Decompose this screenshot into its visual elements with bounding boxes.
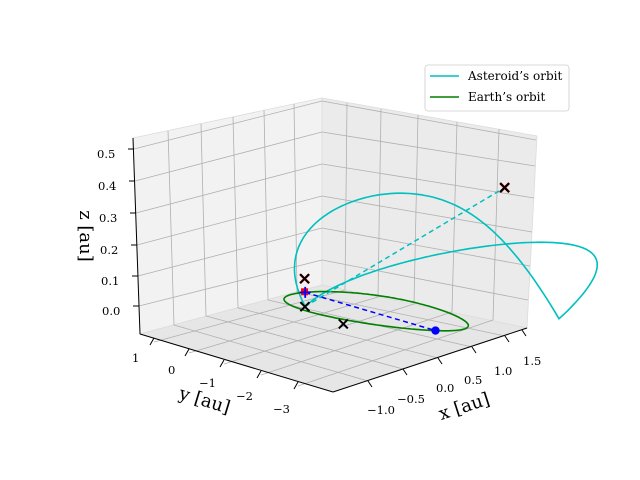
y-tick	[184, 348, 190, 357]
y-tick	[256, 370, 262, 379]
y-tick	[149, 337, 155, 346]
node-cross	[338, 318, 349, 330]
legend-label-earth: Earth’s orbit	[468, 90, 545, 104]
data-layer	[283, 182, 599, 335]
grid-left-h	[133, 100, 323, 150]
grid-left-v	[167, 130, 175, 326]
grid-left-h	[135, 163, 323, 214]
x-tick	[504, 335, 510, 343]
y-tick-labels: 1 0 −1 −2 −3	[132, 351, 290, 416]
grid-floor-x	[205, 315, 404, 370]
z-tick-label: 0.0	[102, 304, 120, 318]
grid-right-h	[321, 131, 536, 167]
earth-orbit-line	[283, 290, 470, 332]
near-node-black-cross	[299, 273, 310, 284]
grid-left-h	[136, 195, 323, 246]
grid-floor-y	[223, 303, 415, 365]
grid-right-v	[492, 128, 500, 321]
x-tick-labels: −1.0 −0.5 0.0 0.5 1.0 1.5	[367, 354, 541, 417]
legend-label-asteroid: Asteroid’s orbit	[467, 69, 562, 83]
aphelion-black-cross	[499, 182, 510, 193]
y-tick-label: −2	[236, 389, 253, 403]
x-tick-label: 0.5	[464, 373, 482, 387]
grid-floor-y	[153, 289, 346, 343]
grid-floor-y	[188, 296, 379, 354]
x-tick-label: 1.0	[494, 364, 512, 378]
x-tick-label: −0.5	[397, 392, 425, 406]
x-tick	[367, 380, 373, 388]
grid-lines	[133, 100, 537, 387]
grid-right-h	[321, 195, 533, 233]
apsidal-line	[304, 186, 506, 308]
grid-left-v	[293, 103, 298, 293]
grid-right-h	[321, 163, 535, 199]
axis-lines	[128, 137, 528, 393]
z-tick-label: 0.3	[99, 211, 117, 225]
grid-left-v	[200, 123, 207, 317]
grid-floor-x	[296, 291, 506, 337]
x-tick	[402, 368, 408, 376]
grid-right-h	[321, 259, 529, 301]
legend: Asteroid’s orbit Earth’s orbit	[424, 64, 570, 112]
asteroid-dot-marker	[431, 326, 440, 335]
grid-floor-y	[297, 319, 494, 387]
grid-left-h	[138, 259, 323, 307]
perihelion-cross	[299, 301, 311, 312]
y-tick-label: −3	[273, 402, 290, 416]
grid-floor-x	[173, 324, 369, 382]
y-tick	[293, 381, 299, 390]
x-tick-label: 1.5	[523, 354, 541, 368]
grid-right-h	[321, 227, 531, 267]
earth-asteroid-line	[304, 291, 436, 332]
grid-left-v	[263, 109, 269, 301]
earth-plus-marker	[299, 286, 311, 298]
grid-right-v	[344, 102, 348, 291]
y-tick-label: 0	[168, 363, 175, 377]
axes-panes	[132, 97, 538, 393]
x-axis-line	[332, 327, 528, 393]
z-tick-label: 0.5	[97, 147, 115, 161]
grid-left-v	[232, 116, 239, 309]
legend-box	[424, 64, 570, 112]
z-axis-title: z [au]	[75, 210, 96, 262]
z-tick-label: 0.4	[98, 179, 116, 193]
y-tick-label: 1	[132, 351, 139, 365]
x-tick	[471, 346, 477, 354]
z-axis-line	[132, 137, 141, 335]
grid-left-h	[134, 131, 323, 182]
grid-floor-y	[260, 311, 453, 376]
x-tick-label: −1.0	[367, 403, 395, 417]
z-tick-label: 0.2	[100, 243, 118, 257]
grid-left-h	[137, 227, 323, 277]
x-tick-label: 0.0	[436, 381, 454, 395]
z-tick-label: 0.1	[101, 274, 119, 288]
grid-right-v	[377, 108, 382, 298]
x-tick	[521, 329, 527, 337]
x-tick	[437, 357, 443, 365]
y-tick	[219, 359, 225, 368]
y-tick-label: −1	[199, 376, 216, 390]
z-tick-labels: 0.0 0.1 0.2 0.3 0.4 0.5	[97, 147, 120, 318]
grid-right-h	[321, 100, 537, 141]
asteroid-orbit-line	[293, 192, 599, 320]
grid-right-v	[413, 114, 419, 305]
y-axis-line	[139, 333, 334, 393]
